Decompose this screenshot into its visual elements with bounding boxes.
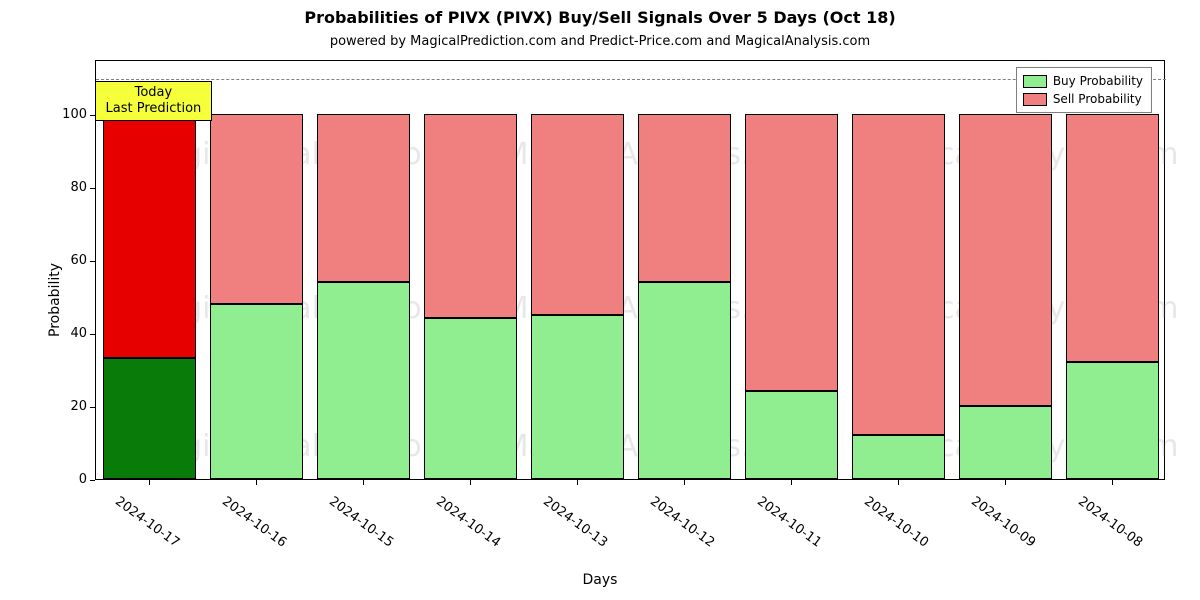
chart-container: Probabilities of PIVX (PIVX) Buy/Sell Si… bbox=[0, 0, 1200, 600]
buy-bar bbox=[638, 282, 730, 479]
x-tick-label: 2024-10-12 bbox=[647, 494, 717, 551]
y-tick-label: 60 bbox=[55, 253, 87, 268]
y-tick-mark bbox=[90, 407, 95, 408]
buy-bar bbox=[959, 406, 1051, 479]
y-tick-mark bbox=[90, 334, 95, 335]
bar-group bbox=[745, 59, 837, 479]
legend-label: Sell Probability bbox=[1053, 90, 1142, 108]
x-tick-label: 2024-10-10 bbox=[861, 494, 931, 551]
x-tick-mark bbox=[1005, 480, 1006, 485]
x-axis-label: Days bbox=[0, 572, 1200, 588]
bar-group bbox=[531, 59, 623, 479]
sell-bar bbox=[1066, 114, 1158, 362]
x-tick-mark bbox=[791, 480, 792, 485]
y-tick-mark bbox=[90, 261, 95, 262]
buy-bar bbox=[531, 315, 623, 479]
buy-bar bbox=[745, 391, 837, 479]
buy-bar bbox=[852, 435, 944, 479]
x-tick-label: 2024-10-16 bbox=[219, 494, 289, 551]
sell-bar bbox=[638, 114, 730, 282]
legend-swatch bbox=[1023, 93, 1047, 106]
legend: Buy ProbabilitySell Probability bbox=[1016, 67, 1152, 113]
bar-group bbox=[1066, 59, 1158, 479]
x-tick-label: 2024-10-17 bbox=[112, 494, 182, 551]
annotation-line: Today bbox=[106, 85, 202, 101]
x-tick-mark bbox=[577, 480, 578, 485]
bar-group bbox=[424, 59, 516, 479]
y-tick-mark bbox=[90, 480, 95, 481]
x-tick-label: 2024-10-15 bbox=[326, 494, 396, 551]
x-tick-mark bbox=[898, 480, 899, 485]
y-tick-label: 80 bbox=[55, 180, 87, 195]
legend-item: Sell Probability bbox=[1023, 90, 1143, 108]
legend-item: Buy Probability bbox=[1023, 72, 1143, 90]
sell-bar bbox=[103, 114, 195, 359]
x-tick-mark bbox=[256, 480, 257, 485]
buy-bar bbox=[317, 282, 409, 479]
x-tick-label: 2024-10-08 bbox=[1075, 494, 1145, 551]
legend-label: Buy Probability bbox=[1053, 72, 1143, 90]
x-tick-mark bbox=[1112, 480, 1113, 485]
x-tick-mark bbox=[684, 480, 685, 485]
y-tick-label: 40 bbox=[55, 326, 87, 341]
plot-area: MagicalAnalysis.comMagicalAnalysis.comMa… bbox=[95, 60, 1165, 480]
sell-bar bbox=[852, 114, 944, 435]
bar-group bbox=[317, 59, 409, 479]
y-tick-label: 0 bbox=[55, 472, 87, 487]
bar-group bbox=[638, 59, 730, 479]
x-tick-label: 2024-10-09 bbox=[968, 494, 1038, 551]
today-annotation: TodayLast Prediction bbox=[95, 81, 213, 122]
bar-group bbox=[852, 59, 944, 479]
x-tick-mark bbox=[149, 480, 150, 485]
chart-title: Probabilities of PIVX (PIVX) Buy/Sell Si… bbox=[0, 8, 1200, 27]
x-tick-label: 2024-10-13 bbox=[540, 494, 610, 551]
x-tick-mark bbox=[470, 480, 471, 485]
x-tick-mark bbox=[363, 480, 364, 485]
x-tick-label: 2024-10-11 bbox=[754, 494, 824, 551]
bar-group bbox=[210, 59, 302, 479]
annotation-line: Last Prediction bbox=[106, 101, 202, 117]
sell-bar bbox=[424, 114, 516, 319]
sell-bar bbox=[210, 114, 302, 304]
y-tick-label: 20 bbox=[55, 399, 87, 414]
x-tick-label: 2024-10-14 bbox=[433, 494, 503, 551]
chart-subtitle: powered by MagicalPrediction.com and Pre… bbox=[0, 34, 1200, 49]
y-tick-mark bbox=[90, 115, 95, 116]
bar-group bbox=[103, 59, 195, 479]
buy-bar bbox=[1066, 362, 1158, 479]
sell-bar bbox=[317, 114, 409, 282]
buy-bar bbox=[424, 318, 516, 479]
y-tick-label: 100 bbox=[55, 107, 87, 122]
buy-bar bbox=[210, 304, 302, 479]
buy-bar bbox=[103, 358, 195, 479]
sell-bar bbox=[959, 114, 1051, 406]
legend-swatch bbox=[1023, 75, 1047, 88]
sell-bar bbox=[531, 114, 623, 315]
bar-group bbox=[959, 59, 1051, 479]
y-tick-mark bbox=[90, 188, 95, 189]
sell-bar bbox=[745, 114, 837, 392]
